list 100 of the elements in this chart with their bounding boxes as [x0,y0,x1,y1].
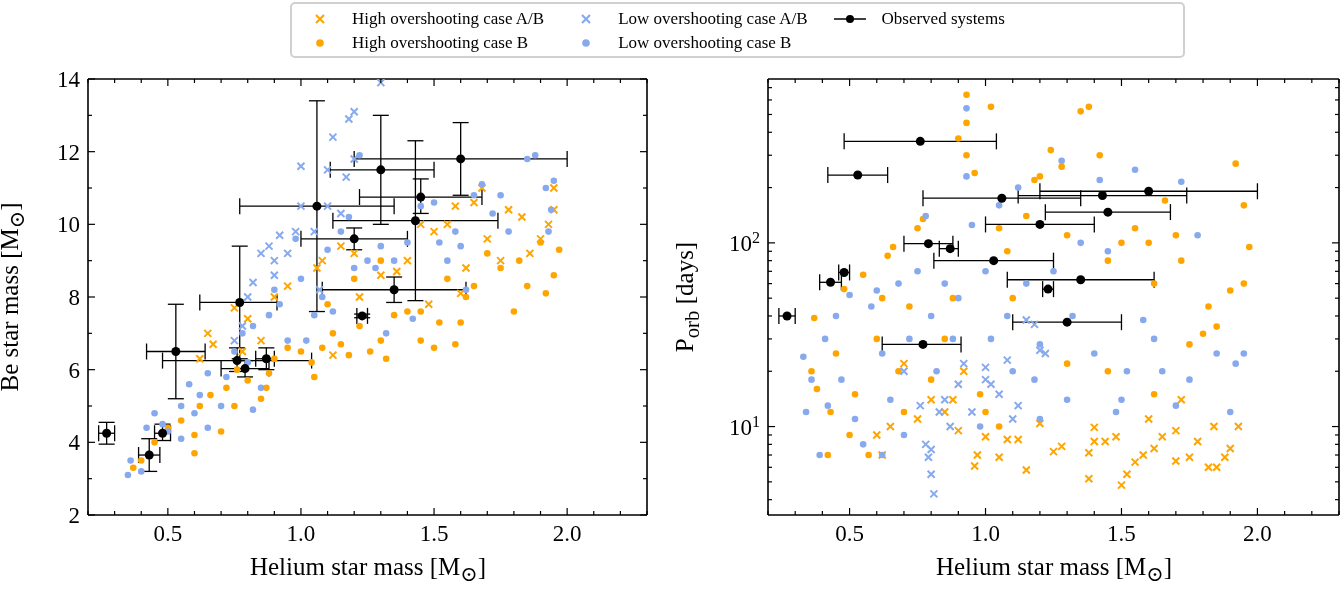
point [918,339,928,349]
point [940,407,950,417]
point [356,322,363,330]
point [382,355,390,363]
point [261,354,271,364]
point [1225,443,1235,453]
point [1171,456,1181,466]
point [497,264,504,272]
point [1233,422,1243,432]
point [424,299,434,309]
point [1084,474,1094,484]
point [1111,432,1121,442]
y-tick-label: 12 [57,139,80,165]
y-tick-label: 8 [68,285,80,310]
point [1171,426,1181,436]
point [885,422,895,432]
point [269,256,279,266]
point [318,344,326,352]
point [1013,401,1023,411]
point [550,271,558,279]
point [402,256,412,266]
point [243,314,253,324]
point [953,379,963,389]
point [1193,436,1203,446]
point [315,285,325,295]
point [959,359,969,369]
point [921,439,931,449]
point [456,154,466,164]
point [537,239,544,246]
point [377,257,385,264]
point [376,79,386,88]
point [283,248,293,258]
x-tick-label: 1.0 [286,521,316,546]
point [872,430,882,440]
point [244,377,252,384]
point [229,336,239,346]
point [926,469,936,479]
point [377,337,385,344]
point [444,275,451,283]
point [1035,418,1045,428]
point [271,355,278,363]
point [1084,448,1094,458]
point [171,347,181,356]
legend-label: Low overshooting case A/B [618,9,808,29]
x-tick-label: 1.0 [971,521,1000,546]
point [469,198,479,208]
point [986,379,996,389]
point [416,219,426,229]
point [240,364,250,374]
point [945,244,955,254]
point [517,212,527,222]
point [1144,414,1154,424]
point [232,356,242,366]
point [1157,432,1167,442]
point [257,395,265,403]
point [994,389,1004,399]
point [317,256,327,266]
point [376,165,386,175]
point [1021,465,1031,475]
point [208,339,218,349]
legend-label: High overshooting case B [352,33,529,53]
point [926,395,936,405]
x-tick-label: 0.5 [153,521,183,546]
point [496,256,506,266]
point [296,161,306,171]
point [275,230,285,240]
point [1057,441,1067,451]
point [237,347,247,356]
point [1089,422,1099,432]
point [263,384,270,392]
point [997,193,1007,203]
point [243,292,253,302]
point [350,275,358,283]
point [144,450,154,460]
y-tick-label: 10$^{2}$ [728,228,760,256]
point [1008,414,1018,424]
point [336,208,346,218]
point [269,270,279,280]
point [923,239,933,249]
point [470,282,478,290]
point [223,384,230,392]
point [542,290,550,297]
point [544,219,554,229]
point [248,277,258,287]
point [959,366,969,376]
point [1116,480,1126,490]
point [328,350,338,360]
point [296,201,306,211]
point [1043,284,1053,294]
point [945,422,955,432]
legend-label: High overshooting case A/B [352,9,545,29]
point [915,401,925,411]
point [195,354,205,364]
point [1144,186,1154,196]
y-tick-label: 6 [68,357,80,383]
point [853,170,863,180]
point [555,246,563,254]
point [191,431,198,439]
point [283,281,293,291]
point [457,319,464,326]
